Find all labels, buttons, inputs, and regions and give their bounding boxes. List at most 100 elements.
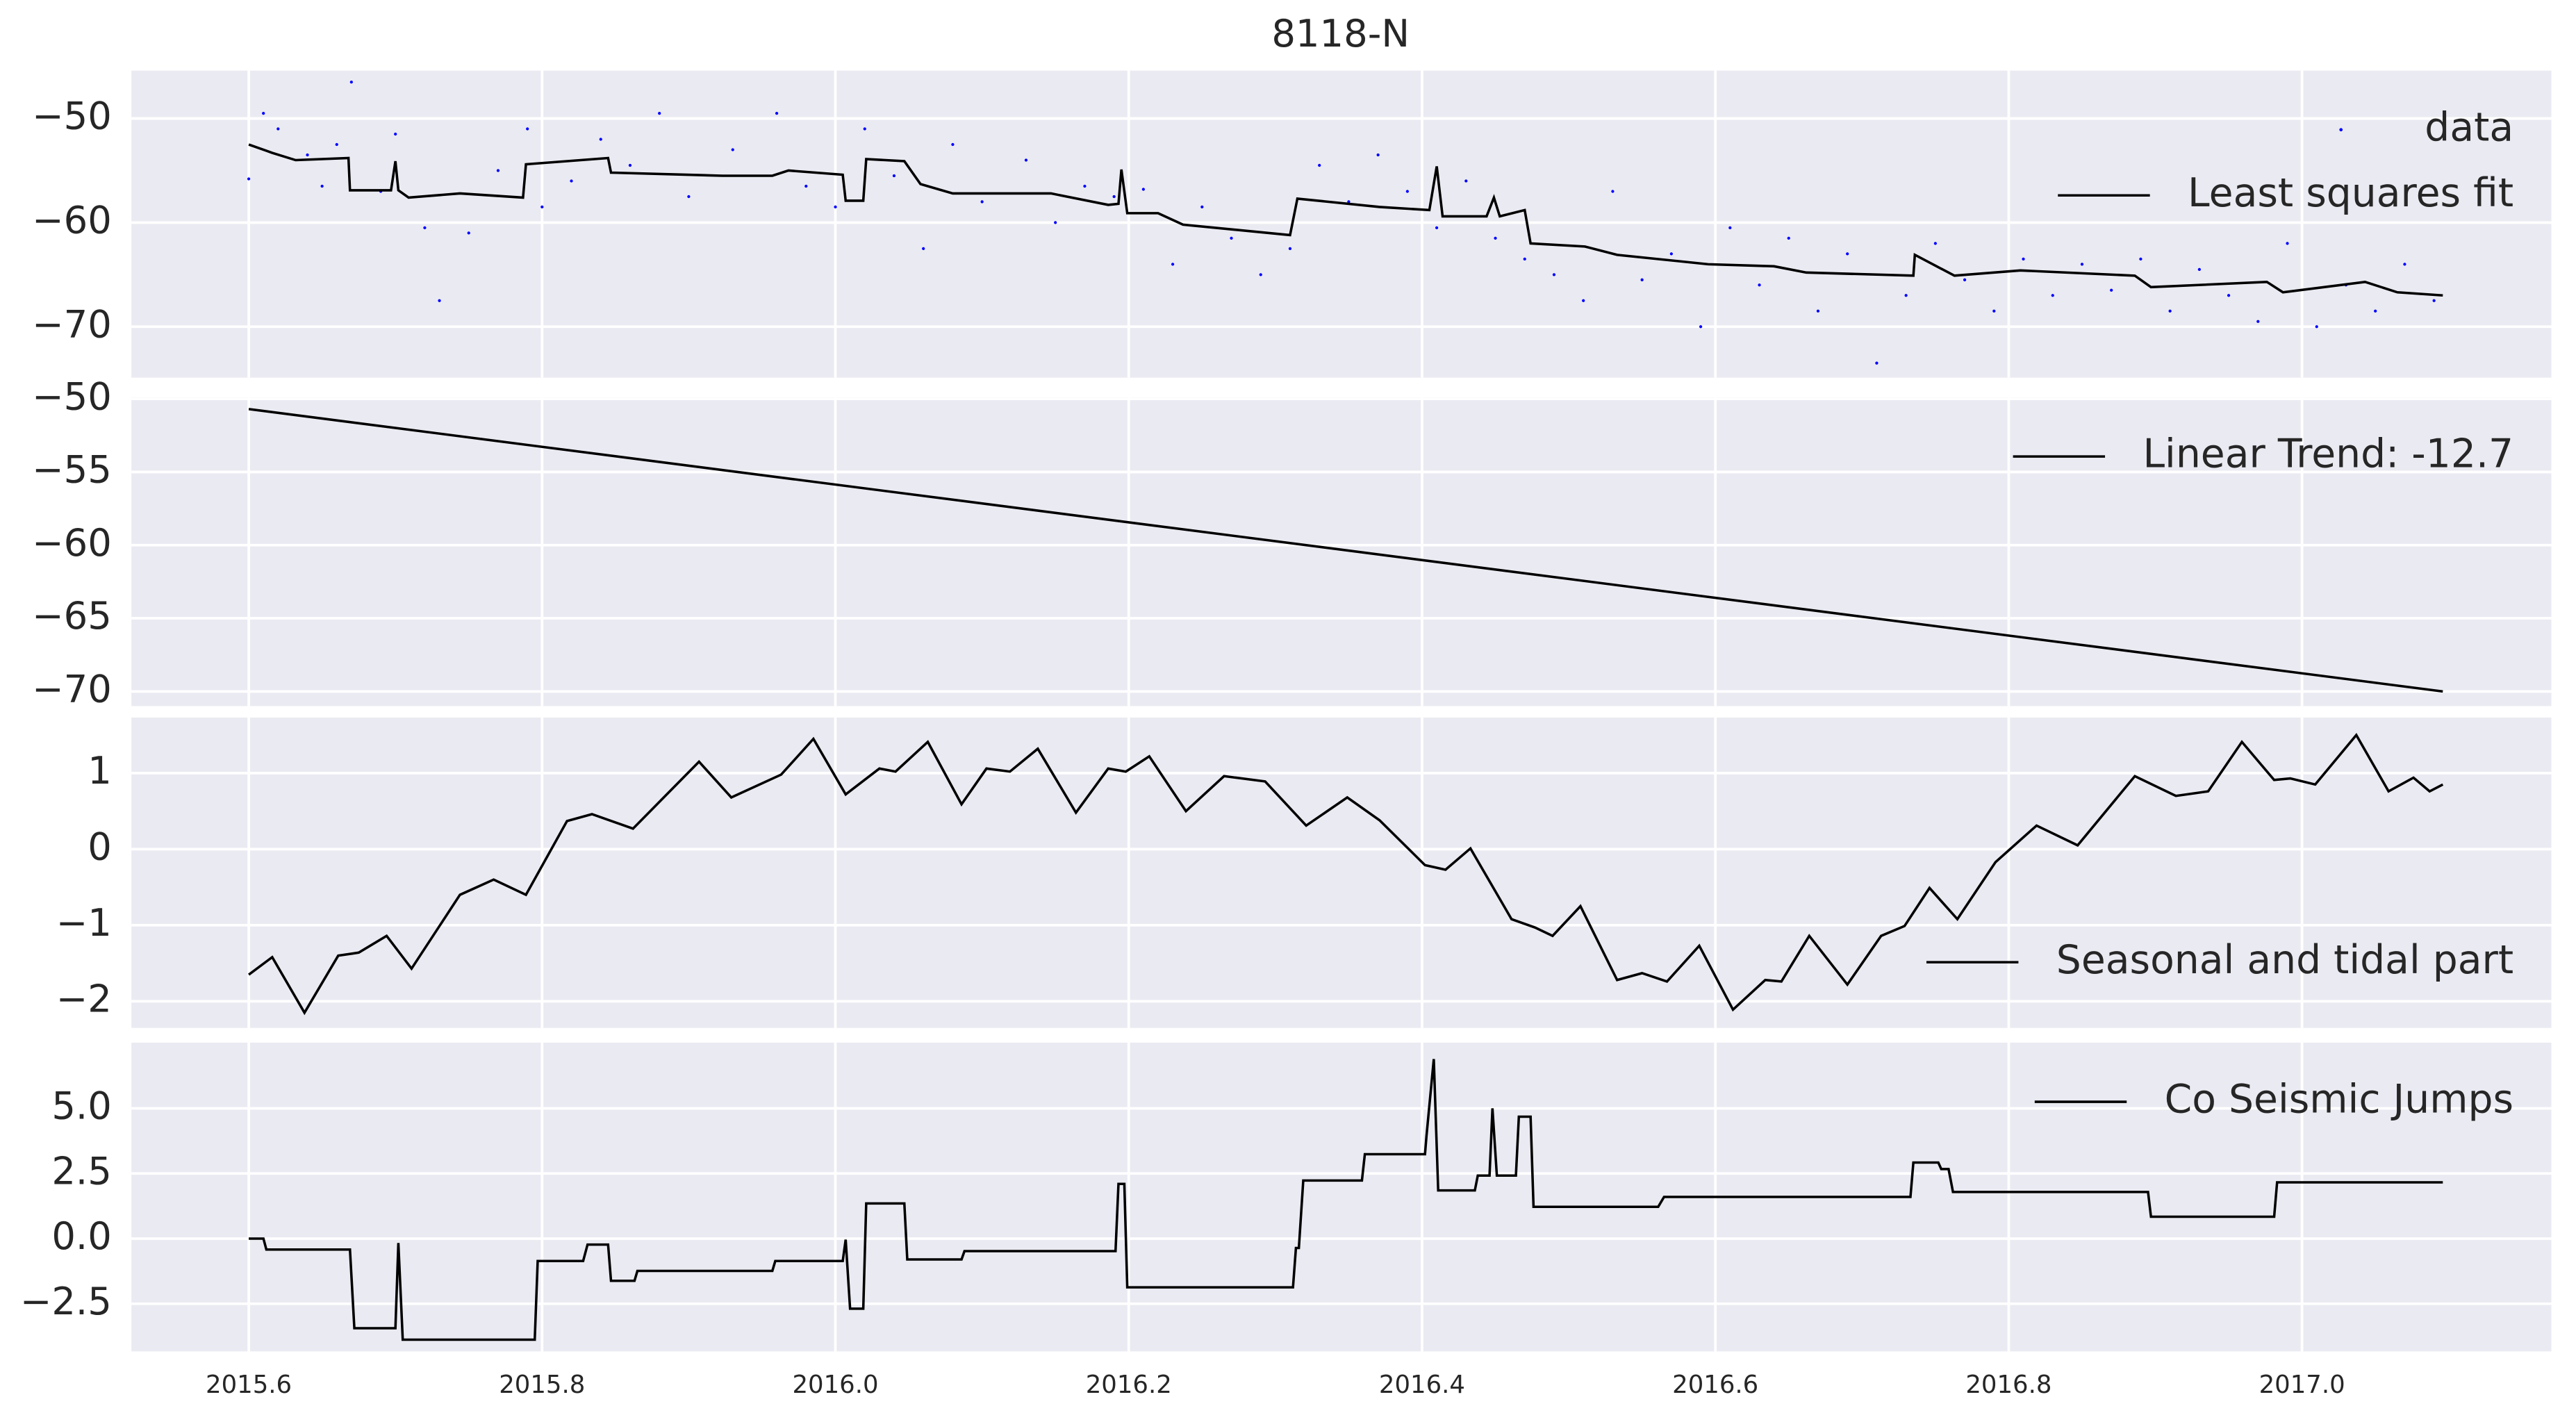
legend-marker [2339, 128, 2343, 132]
data-point [2022, 257, 2025, 261]
chart-title: 8118-N [1271, 12, 1410, 56]
data-point [1054, 221, 1057, 224]
y-tick-label: −2 [56, 977, 112, 1021]
data-point [1259, 273, 1262, 276]
data-point [1699, 325, 1703, 329]
data-point [2080, 263, 2084, 266]
data-point [1024, 158, 1028, 162]
data-point [262, 111, 265, 115]
data-point [349, 80, 353, 84]
data-point [1933, 242, 1937, 245]
data-point [863, 127, 866, 131]
data-point [658, 111, 661, 115]
legend-label: Linear Trend: -12.7 [2142, 431, 2513, 477]
data-point [687, 195, 691, 199]
data-point [1787, 236, 1790, 240]
data-point [540, 205, 544, 209]
data-point [1435, 226, 1439, 230]
data-point [1669, 252, 1673, 256]
data-point [2051, 294, 2054, 297]
legend-label: Co Seismic Jumps [2165, 1077, 2514, 1123]
data-point [1816, 309, 1820, 313]
data-point [1611, 190, 1615, 193]
data-point [599, 138, 602, 141]
data-point [2374, 309, 2377, 313]
data-point [1464, 179, 1468, 183]
y-tick-label: −50 [32, 374, 112, 418]
x-tick-label: 2016.8 [1965, 1371, 2051, 1399]
data-point [892, 174, 896, 178]
data-point [1141, 188, 1145, 191]
data-point [394, 132, 397, 136]
data-point [2315, 325, 2318, 329]
data-line [249, 1059, 2443, 1341]
data-point [570, 179, 573, 183]
y-tick-label: 1 [88, 749, 112, 793]
data-point [2403, 263, 2406, 266]
x-tick-label: 2016.6 [1672, 1371, 1758, 1399]
y-tick-label: −1 [56, 901, 112, 945]
data-point [2197, 267, 2201, 271]
x-tick-label: 2016.4 [1379, 1371, 1465, 1399]
data-point [1171, 263, 1175, 266]
y-tick-label: 0 [88, 825, 112, 869]
x-tick-label: 2015.6 [206, 1371, 292, 1399]
data-point [2432, 299, 2436, 302]
y-tick-label: −60 [32, 521, 112, 565]
data-point [1640, 278, 1644, 281]
data-point [2139, 257, 2142, 261]
data-point [1582, 299, 1585, 302]
data-point [1758, 283, 1761, 287]
y-tick-label: −2.5 [20, 1280, 112, 1323]
data-point [1288, 247, 1292, 250]
y-tick-label: −50 [32, 94, 112, 138]
legend-label: Seasonal and tidal part [2056, 937, 2513, 983]
y-tick-label: −70 [32, 302, 112, 346]
data-point [1846, 252, 1849, 256]
data-point [1992, 309, 1996, 313]
data-point [335, 142, 338, 147]
data-point [1318, 163, 1321, 167]
data-point [467, 231, 470, 235]
data-point [2168, 309, 2172, 313]
data-point [1083, 184, 1087, 188]
y-tick-label: 5.0 [51, 1084, 111, 1128]
data-point [1963, 278, 1967, 281]
data-point [1552, 273, 1556, 276]
data-point [951, 142, 955, 147]
data-point [1875, 361, 1879, 365]
data-point [2286, 242, 2289, 245]
data-point [2256, 320, 2260, 323]
data-point [306, 153, 309, 157]
x-tick-label: 2016.2 [1086, 1371, 1172, 1399]
y-tick-label: 2.5 [51, 1149, 111, 1193]
data-point [1523, 257, 1526, 261]
data-point [980, 200, 984, 204]
y-tick-label: −55 [32, 448, 112, 492]
plot-background [131, 717, 2552, 1028]
x-tick-label: 2015.8 [499, 1371, 585, 1399]
data-line [248, 733, 2444, 1016]
data-line [248, 143, 2443, 297]
data-point [1230, 236, 1233, 240]
data-point [1405, 190, 1409, 193]
data-point [320, 184, 324, 188]
data-point [1376, 153, 1380, 157]
data-point [423, 226, 427, 230]
x-tick-label: 2017.0 [2259, 1371, 2345, 1399]
data-point [2110, 288, 2113, 292]
data-point [1904, 294, 1908, 297]
legend-label: Least squares fit [2188, 170, 2513, 216]
x-tick-label: 2016.0 [792, 1371, 878, 1399]
data-line [248, 408, 2443, 693]
y-tick-label: −60 [32, 199, 112, 242]
data-point [804, 184, 808, 188]
data-point [1347, 200, 1351, 204]
data-point [496, 169, 500, 172]
data-point [526, 127, 529, 131]
data-point [775, 111, 779, 115]
data-point [731, 148, 734, 151]
data-point [438, 299, 441, 302]
